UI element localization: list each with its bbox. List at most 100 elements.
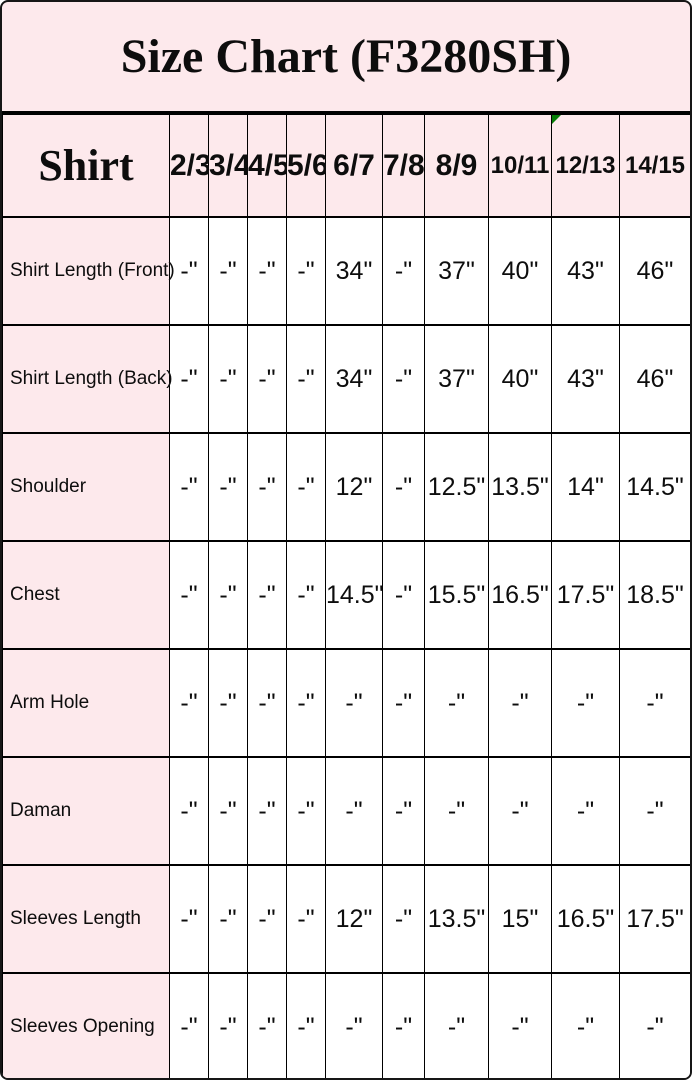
measurement-value-cell: -" [382, 648, 425, 758]
measurement-value-cell: -" [382, 540, 425, 650]
size-header-14-15: 14/15 [619, 113, 690, 218]
measurement-value-cell: -" [247, 216, 287, 326]
measurement-row-label: Arm Hole [2, 648, 170, 758]
measurement-value-cell: 43" [551, 216, 620, 326]
measurement-value-cell: 16.5" [488, 540, 552, 650]
measurement-value-cell: -" [325, 756, 383, 866]
table-row: Daman -" -" -" -" -" -" -" -" -" -" [2, 756, 690, 866]
measurement-value-cell: -" [286, 216, 326, 326]
measurement-value-cell: -" [247, 540, 287, 650]
measurement-value-cell: 13.5" [488, 432, 552, 542]
measurement-row-label: Shirt Length (Back) [2, 324, 173, 434]
measurement-value-cell: -" [424, 756, 489, 866]
measurement-value-cell: -" [286, 648, 326, 758]
measurement-value-cell: 15" [488, 864, 552, 974]
measurement-value-cell: -" [488, 648, 552, 758]
size-chart-table: Shirt 2/3 3/4 4/5 5/6 6/7 7/8 8/9 10/11 … [2, 113, 690, 1078]
measurement-value-cell: -" [382, 432, 425, 542]
measurement-value-cell: -" [247, 972, 287, 1078]
measurement-value-cell: -" [619, 972, 690, 1078]
size-header-7-8: 7/8 [382, 113, 425, 218]
measurement-value-cell: -" [286, 864, 326, 974]
measurement-value-cell: -" [169, 324, 209, 434]
size-header-8-9: 8/9 [424, 113, 489, 218]
measurement-value-cell: 16.5" [551, 864, 620, 974]
measurement-value-cell: 12" [325, 864, 383, 974]
size-header-label: 12/13 [555, 151, 616, 179]
page-title: Size Chart (F3280SH) [120, 30, 572, 83]
size-header-10-11: 10/11 [488, 113, 552, 218]
measurement-value-cell: 40" [488, 216, 552, 326]
measurement-value-cell: 17.5" [551, 540, 620, 650]
measurement-value-cell: -" [551, 756, 620, 866]
measurement-value-cell: -" [247, 648, 287, 758]
measurement-value-cell: 12" [325, 432, 383, 542]
table-row: Shirt Length (Front) -" -" -" -" 34" -" 37" 40" 4… [2, 216, 690, 326]
measurement-value-cell: -" [169, 432, 209, 542]
size-header-4-5: 4/5 [247, 113, 290, 218]
measurement-value-cell: 14" [551, 432, 620, 542]
measurement-value-cell: -" [325, 972, 383, 1078]
measurement-value-cell: 17.5" [619, 864, 690, 974]
measurement-value-cell: 34" [325, 216, 383, 326]
measurement-value-cell: 40" [488, 324, 552, 434]
measurement-value-cell: 37" [424, 324, 489, 434]
measurement-value-cell: -" [169, 972, 209, 1078]
corner-header-shirt: Shirt [2, 113, 170, 218]
measurement-value-cell: -" [208, 324, 248, 434]
measurement-value-cell: -" [208, 864, 248, 974]
measurement-value-cell: 12.5" [424, 432, 489, 542]
measurement-value-cell: 43" [551, 324, 620, 434]
measurement-value-cell: -" [382, 216, 425, 326]
measurement-value-cell: -" [208, 432, 248, 542]
measurement-value-cell: -" [286, 432, 326, 542]
measurement-value-cell: -" [424, 972, 489, 1078]
measurement-value-cell: -" [551, 648, 620, 758]
table-row: Arm Hole -" -" -" -" -" -" -" -" -" -" [2, 648, 690, 758]
measurement-value-cell: 14.5" [619, 432, 690, 542]
size-header-6-7: 6/7 [325, 113, 383, 218]
title-bar: Size Chart (F3280SH) [2, 2, 690, 113]
measurement-value-cell: 18.5" [619, 540, 690, 650]
measurement-value-cell: -" [286, 540, 326, 650]
measurement-value-cell: -" [247, 756, 287, 866]
measurement-value-cell: -" [169, 216, 209, 326]
size-header-3-4: 3/4 [208, 113, 251, 218]
measurement-value-cell: -" [286, 756, 326, 866]
measurement-value-cell: 15.5" [424, 540, 489, 650]
measurement-row-label: Chest [2, 540, 170, 650]
measurement-value-cell: 13.5" [424, 864, 489, 974]
measurement-value-cell: -" [169, 864, 209, 974]
table-row: Shirt Length (Back) -" -" -" -" 34" -" 37" 40" 43… [2, 324, 690, 434]
measurement-row-label: Shirt Length (Front) [2, 216, 175, 326]
measurement-value-cell: -" [488, 756, 552, 866]
green-corner-flag-icon [552, 115, 561, 124]
measurement-value-cell: -" [382, 324, 425, 434]
measurement-value-cell: -" [286, 324, 326, 434]
measurement-value-cell: -" [247, 324, 287, 434]
size-header-2-3: 2/3 [169, 113, 212, 218]
measurement-row-label: Daman [2, 756, 170, 866]
measurement-value-cell: -" [382, 756, 425, 866]
measurement-value-cell: 46" [619, 324, 690, 434]
measurement-value-cell: -" [488, 972, 552, 1078]
measurement-value-cell: -" [619, 648, 690, 758]
measurement-row-label: Shoulder [2, 432, 170, 542]
header-row: Shirt 2/3 3/4 4/5 5/6 6/7 7/8 8/9 10/11 … [2, 113, 690, 218]
measurement-value-cell: -" [551, 972, 620, 1078]
measurement-value-cell: -" [382, 972, 425, 1078]
measurement-row-label: Sleeves Opening [2, 972, 170, 1078]
measurement-row-label: Sleeves Length [2, 864, 170, 974]
measurement-value-cell: -" [169, 540, 209, 650]
table-row: Sleeves Length -" -" -" -" 12" -" 13.5" 15" 16.5"… [2, 864, 690, 974]
measurement-value-cell: -" [247, 864, 287, 974]
measurement-value-cell: -" [208, 216, 248, 326]
measurement-value-cell: 46" [619, 216, 690, 326]
measurement-value-cell: -" [208, 972, 248, 1078]
measurement-value-cell: -" [424, 648, 489, 758]
measurement-value-cell: 34" [325, 324, 383, 434]
measurement-value-cell: -" [208, 648, 248, 758]
measurement-value-cell: -" [208, 540, 248, 650]
measurement-value-cell: -" [169, 648, 209, 758]
